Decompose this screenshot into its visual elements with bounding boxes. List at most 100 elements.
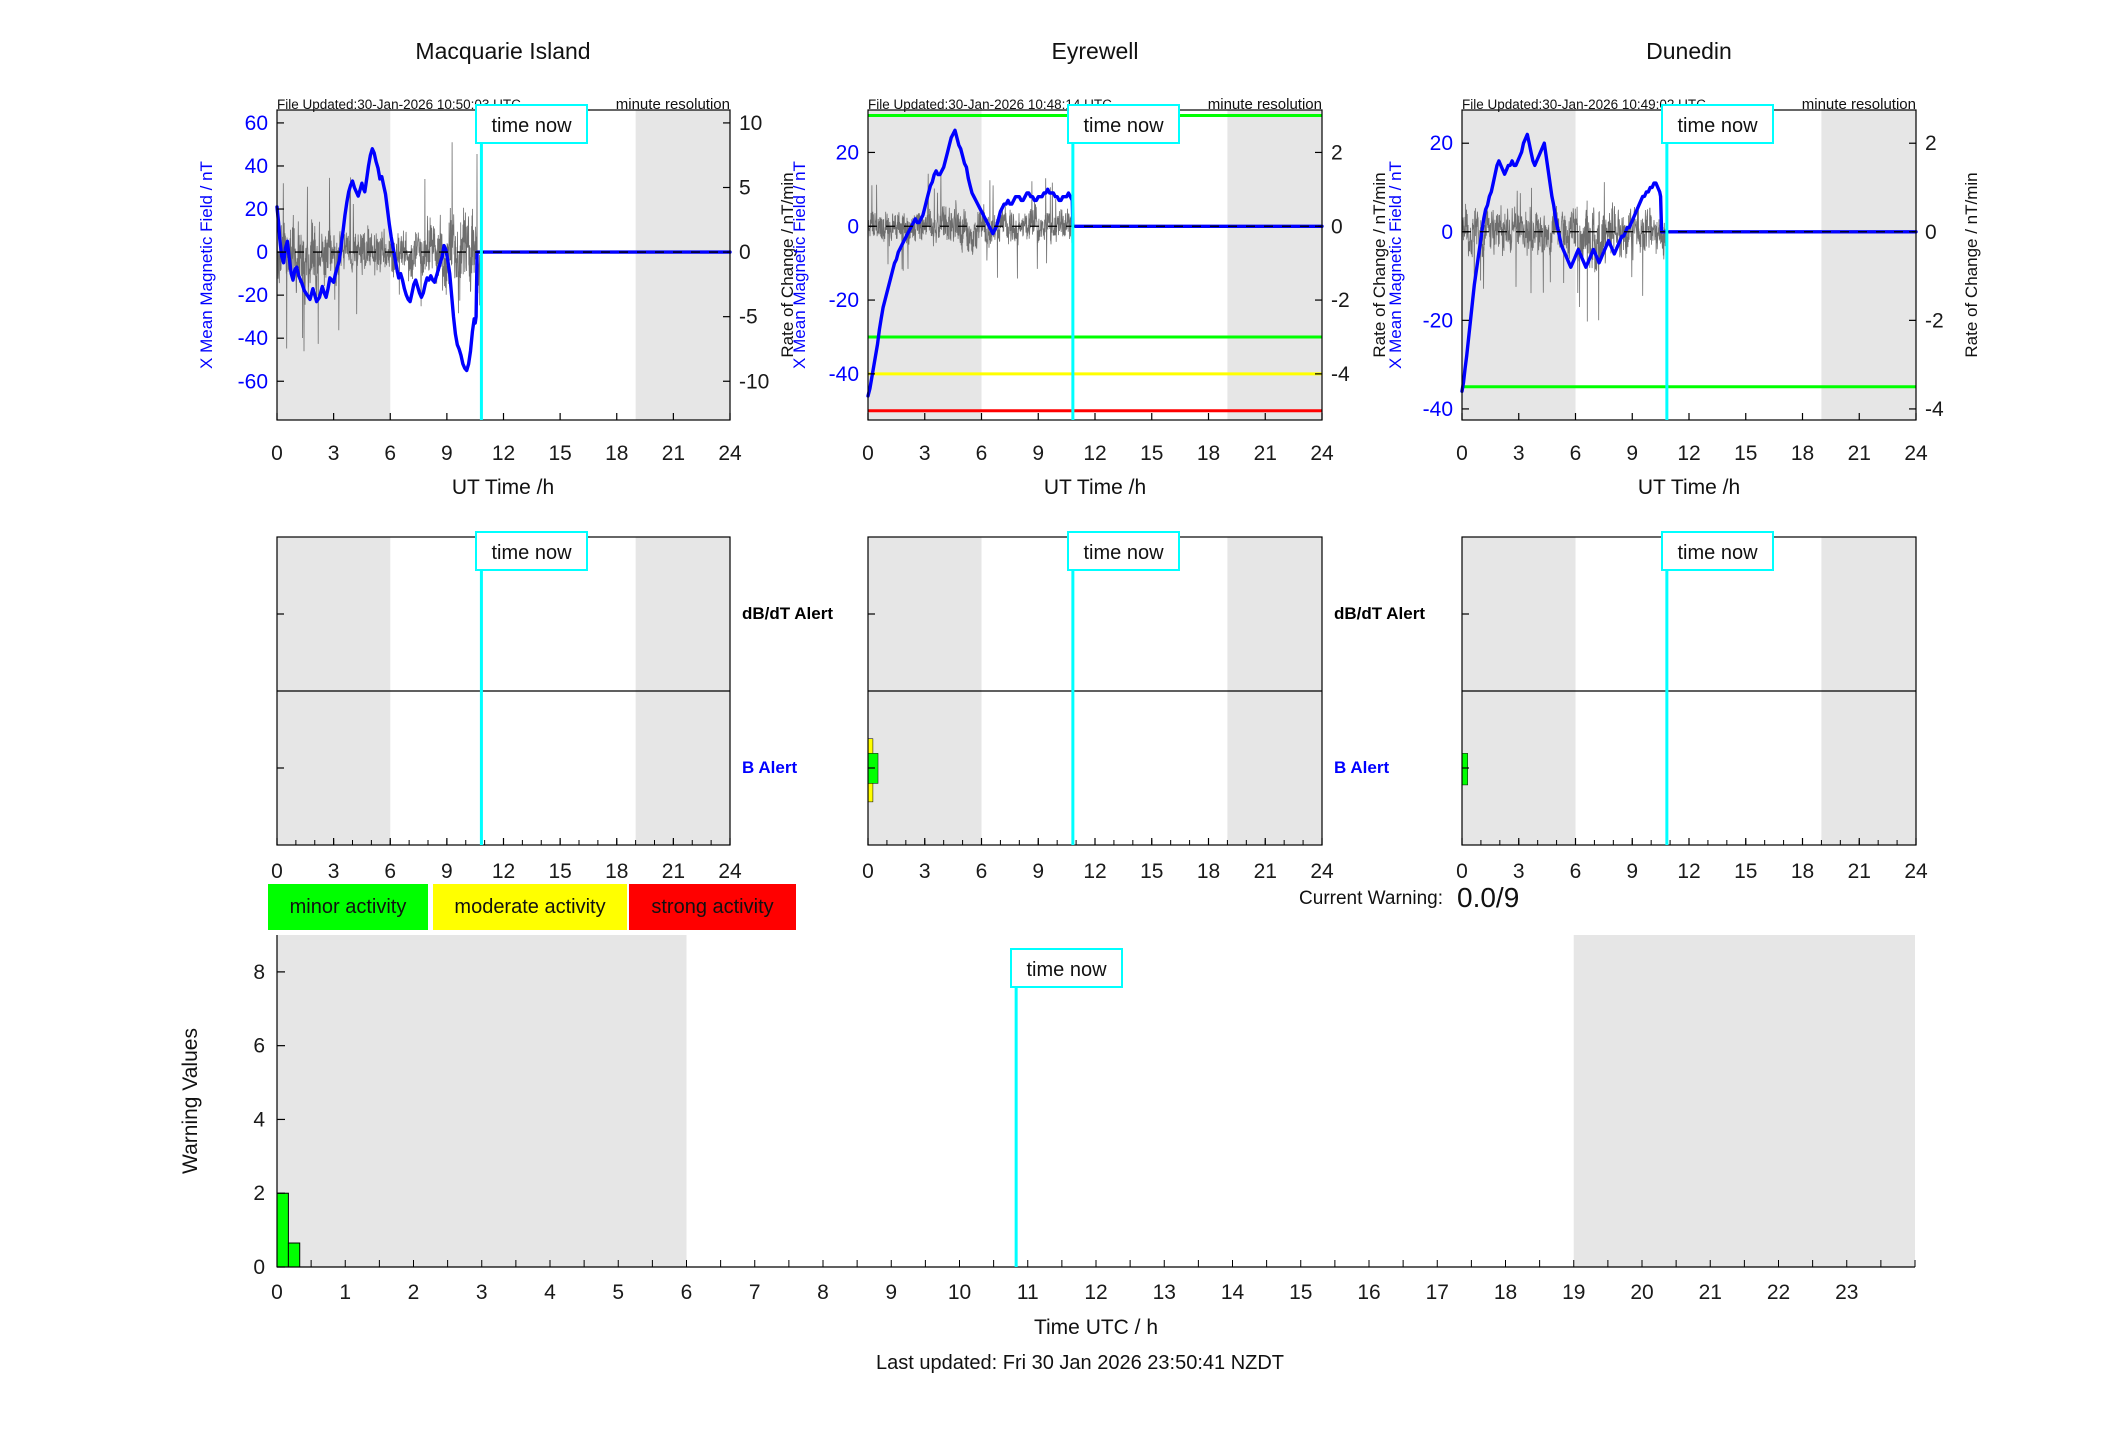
resolution-note: minute resolution	[1801, 96, 1916, 113]
svg-text:24: 24	[1904, 860, 1928, 883]
svg-text:15: 15	[1140, 860, 1163, 883]
svg-text:14: 14	[1221, 1281, 1245, 1304]
svg-text:12: 12	[1677, 860, 1700, 883]
svg-text:11: 11	[1017, 1281, 1039, 1304]
b-alert-row-label: B Alert	[1334, 758, 1390, 777]
x-axis-label: UT Time /h	[1043, 476, 1147, 499]
svg-text:40: 40	[245, 155, 268, 178]
svg-text:12: 12	[1083, 860, 1106, 883]
svg-text:21: 21	[662, 442, 685, 465]
svg-text:2: 2	[1331, 141, 1343, 164]
svg-text:15: 15	[548, 442, 571, 465]
svg-text:0: 0	[271, 442, 283, 465]
svg-text:21: 21	[1848, 442, 1871, 465]
svg-text:-2: -2	[1331, 289, 1350, 312]
svg-text:0: 0	[862, 442, 874, 465]
svg-text:24: 24	[1310, 442, 1334, 465]
svg-text:13: 13	[1153, 1281, 1176, 1304]
file-updated-text: File Updated:30-Jan-2026 10:48:14 UTC	[868, 97, 1112, 112]
svg-text:21: 21	[1254, 860, 1277, 883]
station-title: Dunedin	[1646, 38, 1732, 64]
time-now-flag: time now	[1661, 104, 1774, 144]
svg-text:9: 9	[885, 1281, 897, 1304]
svg-text:18: 18	[1197, 442, 1220, 465]
svg-text:15: 15	[1734, 860, 1757, 883]
svg-text:3: 3	[919, 442, 931, 465]
svg-text:0: 0	[271, 1281, 283, 1304]
y-axis-label-left: X Mean Magnetic Field / nT	[790, 161, 809, 369]
svg-text:15: 15	[1289, 1281, 1312, 1304]
resolution-note: minute resolution	[615, 96, 730, 113]
svg-text:-40: -40	[238, 327, 268, 350]
svg-text:16: 16	[1357, 1281, 1380, 1304]
svg-text:3: 3	[919, 860, 931, 883]
svg-text:8: 8	[817, 1281, 829, 1304]
svg-text:-10: -10	[739, 370, 769, 393]
svg-text:21: 21	[1254, 442, 1277, 465]
svg-text:6: 6	[384, 860, 396, 883]
svg-text:22: 22	[1767, 1281, 1790, 1304]
svg-text:12: 12	[1677, 442, 1700, 465]
svg-text:20: 20	[1430, 132, 1453, 155]
svg-text:17: 17	[1426, 1281, 1449, 1304]
svg-text:6: 6	[253, 1035, 265, 1058]
svg-text:21: 21	[662, 860, 685, 883]
svg-text:0: 0	[1925, 221, 1937, 244]
svg-text:0: 0	[1441, 221, 1453, 244]
y-axis-label-left: X Mean Magnetic Field / nT	[1386, 161, 1405, 369]
svg-text:0: 0	[862, 860, 874, 883]
legend-moderate-activity: moderate activity	[433, 884, 627, 930]
svg-text:18: 18	[1494, 1281, 1517, 1304]
svg-text:9: 9	[1626, 442, 1638, 465]
footer-x-axis-label: Time UTC / h	[1033, 1316, 1159, 1339]
svg-text:3: 3	[1513, 442, 1525, 465]
svg-text:60: 60	[245, 112, 268, 135]
svg-text:-60: -60	[238, 370, 268, 393]
svg-text:18: 18	[1791, 860, 1814, 883]
svg-text:3: 3	[328, 860, 340, 883]
svg-text:6: 6	[976, 860, 988, 883]
time-now-flag: time now	[1010, 948, 1123, 988]
time-now-flag: time now	[1067, 104, 1180, 144]
time-now-flag: time now	[475, 531, 588, 571]
svg-text:5: 5	[739, 177, 751, 200]
svg-text:-2: -2	[1925, 309, 1944, 332]
svg-text:23: 23	[1835, 1281, 1858, 1304]
svg-text:12: 12	[1083, 442, 1106, 465]
svg-text:4: 4	[544, 1281, 556, 1304]
svg-text:-40: -40	[829, 363, 859, 386]
svg-text:24: 24	[1310, 860, 1334, 883]
time-now-flag: time now	[1661, 531, 1774, 571]
svg-text:18: 18	[605, 860, 628, 883]
svg-text:6: 6	[384, 442, 396, 465]
svg-text:9: 9	[441, 860, 453, 883]
svg-text:3: 3	[328, 442, 340, 465]
svg-text:-20: -20	[1423, 309, 1453, 332]
svg-text:2: 2	[1925, 132, 1937, 155]
svg-text:6: 6	[681, 1281, 693, 1304]
svg-text:9: 9	[1032, 860, 1044, 883]
station-title: Macquarie Island	[415, 38, 591, 64]
svg-text:12: 12	[1084, 1281, 1107, 1304]
time-now-flag: time now	[475, 104, 588, 144]
svg-text:24: 24	[718, 860, 742, 883]
svg-text:5: 5	[612, 1281, 624, 1304]
svg-text:-4: -4	[1925, 398, 1944, 421]
svg-text:3: 3	[476, 1281, 488, 1304]
svg-text:0: 0	[1456, 442, 1468, 465]
svg-text:12: 12	[492, 860, 515, 883]
svg-text:0: 0	[1331, 215, 1343, 238]
file-updated-text: File Updated:30-Jan-2026 10:49:02 UTC	[1462, 97, 1706, 112]
svg-text:-40: -40	[1423, 398, 1453, 421]
svg-text:-20: -20	[829, 289, 859, 312]
time-now-flag: time now	[1067, 531, 1180, 571]
svg-text:15: 15	[1140, 442, 1163, 465]
b-alert-row-label: B Alert	[742, 758, 798, 777]
svg-text:6: 6	[1570, 442, 1582, 465]
svg-text:0: 0	[847, 215, 859, 238]
dbdt-alert-row-label: dB/dT Alert	[1334, 604, 1425, 623]
svg-text:2: 2	[253, 1182, 265, 1205]
resolution-note: minute resolution	[1207, 96, 1322, 113]
legend-minor-activity: minor activity	[268, 884, 428, 930]
